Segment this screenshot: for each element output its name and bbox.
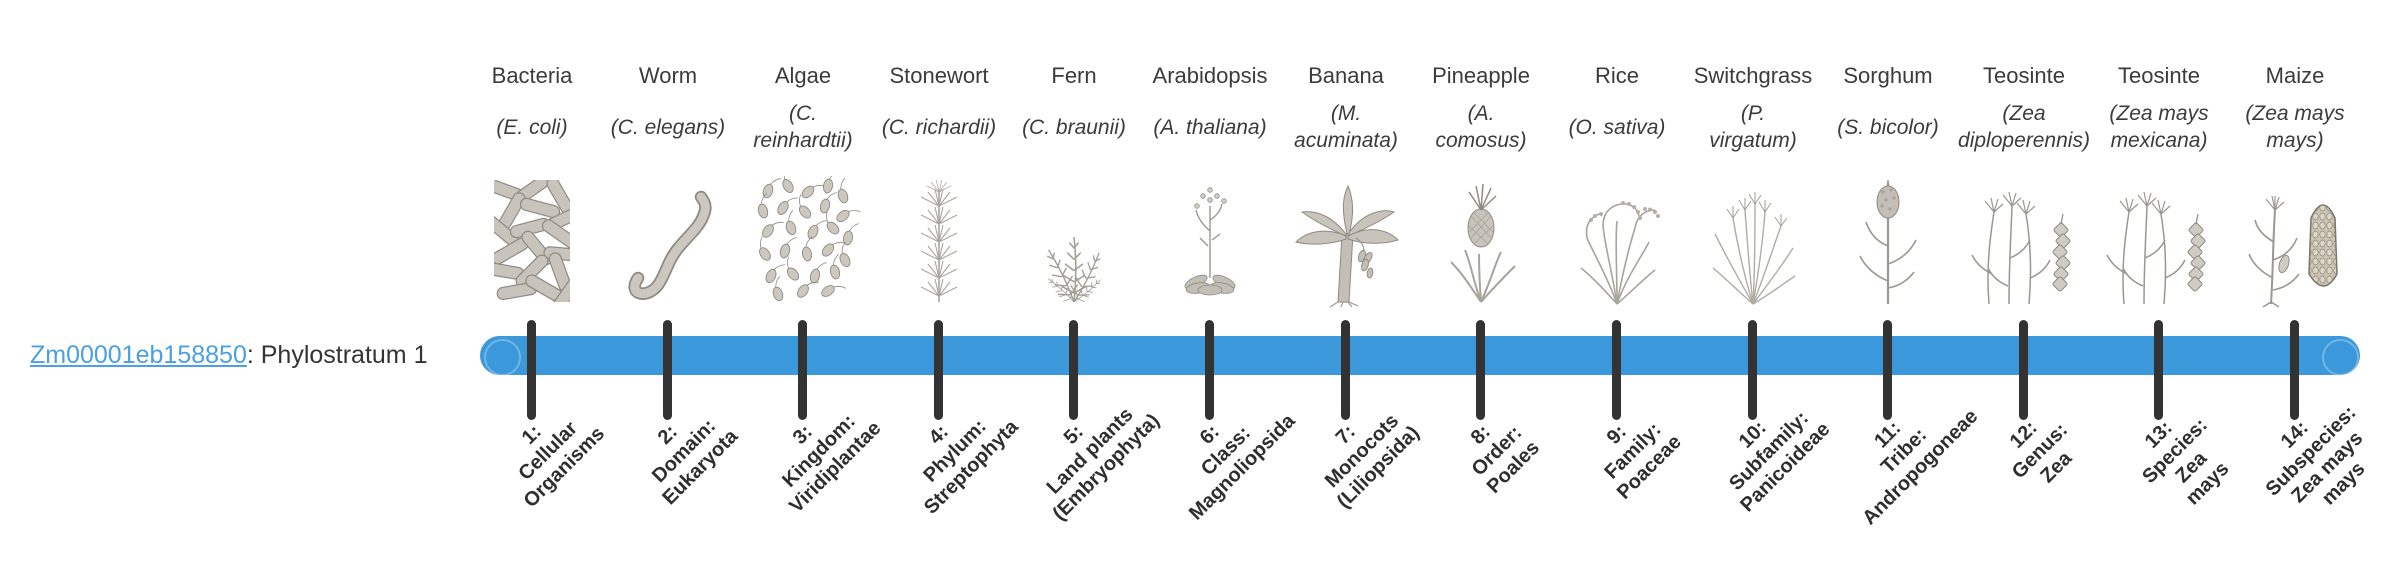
organism-scientific-name: (O. sativa) — [1568, 115, 1666, 139]
organism-scientific-name: (C. braunii) — [1022, 115, 1126, 139]
stratum-tick-label: 6: Class: Magnoliopsida — [1185, 410, 1300, 525]
tick-13 — [2154, 320, 2163, 420]
column-header: Pineapple (A. comosus) — [1401, 62, 1561, 156]
organism-scientific-name: (C. elegans) — [610, 115, 726, 139]
stratum-tick-label: 9: Family: Poaceae — [1600, 418, 1686, 504]
stonewort-icon — [920, 179, 958, 302]
organism-scientific-name: (Zea mays mays) — [2245, 102, 2345, 152]
banana-icon — [1295, 184, 1399, 308]
rice-icon — [1580, 201, 1660, 305]
stratum-tick-label: 14: Subspecies: Zea mays mays — [2261, 401, 2370, 510]
tick-2 — [663, 320, 672, 420]
organism-common-name: Banana — [1308, 63, 1384, 88]
column-header: Bacteria (E. coli) — [452, 62, 612, 156]
organism-scientific-name: (S. bicolor) — [1837, 115, 1939, 139]
tick-9 — [1612, 320, 1621, 420]
organism-scientific-name: (A. comosus) — [1435, 102, 1527, 152]
fern-icon — [1037, 236, 1109, 308]
stratum-tick-label: 2: Domain: Eukaryota — [647, 414, 743, 510]
column-header: Stonewort (C. richardii) — [859, 62, 1019, 156]
organism-common-name: Switchgrass — [1693, 63, 1813, 88]
stratum-tick-label: 1: Cellular Organisms — [514, 417, 610, 513]
pineapple-icon — [1450, 183, 1516, 303]
organism-common-name: Maize — [2265, 63, 2325, 88]
organism-scientific-name: (P. virgatum) — [1709, 102, 1797, 152]
column-header: Switchgrass (P. virgatum) — [1673, 62, 1833, 156]
bar-left-cap-arc — [484, 339, 521, 376]
teosinte-mexicana-icon — [2099, 176, 2219, 308]
tick-5 — [1069, 320, 1078, 420]
tick-10 — [1748, 320, 1757, 420]
bar-right-cap-arc — [2322, 339, 2359, 376]
column-header: Maize (Zea mays mays) — [2215, 62, 2375, 156]
caption-suffix: : Phylostratum 1 — [246, 341, 428, 369]
tick-12 — [2019, 320, 2028, 420]
tick-8 — [1476, 320, 1485, 420]
column-header: Rice (O. sativa) — [1537, 62, 1697, 156]
organism-common-name: Rice — [1594, 63, 1639, 88]
tick-7 — [1341, 320, 1350, 420]
organism-scientific-name: (Zea diploperennis) — [1958, 102, 2090, 152]
algae-icon — [751, 176, 861, 303]
organism-common-name: Teosinte — [2118, 63, 2200, 88]
organism-scientific-name: (C. reinhardtii) — [753, 102, 853, 152]
column-header: Sorghum (S. bicolor) — [1808, 62, 1968, 156]
column-header: Teosinte (Zea diploperennis) — [1944, 62, 2104, 156]
tick-4 — [934, 320, 943, 420]
tick-6 — [1205, 320, 1214, 420]
sorghum-icon — [1859, 180, 1917, 304]
organism-common-name: Bacteria — [491, 63, 573, 88]
gene-caption: Zm00001eb158850: Phylostratum 1 — [30, 341, 428, 370]
timeline-bar — [480, 336, 2360, 375]
stratum-tick-label: 12: Genus: Zea — [2005, 416, 2077, 488]
organism-common-name: Algae — [774, 63, 832, 88]
column-header: Arabidopsis (A. thaliana) — [1130, 62, 1290, 156]
organism-common-name: Pineapple — [1432, 63, 1530, 88]
organism-common-name: Stonewort — [889, 63, 989, 88]
organism-common-name: Worm — [638, 63, 698, 88]
switchgrass-icon — [1712, 192, 1796, 305]
tick-3 — [798, 320, 807, 420]
stratum-tick-label: 7: Monocots (Liliopsida) — [1320, 409, 1424, 513]
organism-scientific-name: (C. richardii) — [881, 115, 997, 139]
organism-common-name: Fern — [1051, 63, 1097, 88]
tick-1 — [527, 320, 536, 420]
organism-scientific-name: (Zea mays mexicana) — [2109, 102, 2209, 152]
column-header: Worm (C. elegans) — [588, 62, 748, 156]
tick-14 — [2290, 320, 2299, 420]
column-header: Teosinte (Zea mays mexicana) — [2079, 62, 2239, 156]
teosinte-diploperennis-icon — [1964, 176, 2084, 308]
organism-scientific-name: (A. thaliana) — [1153, 115, 1267, 139]
stratum-tick-label: 5: Land plants (Embryophyta) — [1042, 403, 1164, 525]
column-header: Algae (C. reinhardtii) — [723, 62, 883, 156]
tick-11 — [1883, 320, 1892, 420]
stratum-tick-label: 10: Subfamily: Panicoideae — [1725, 407, 1835, 517]
maize-icon — [2248, 195, 2338, 308]
column-header: Fern (C. braunii) — [994, 62, 1154, 156]
stratum-tick-label: 4: Phylum: Streptophyta — [919, 415, 1023, 519]
gene-link[interactable]: Zm00001eb158850 — [30, 341, 247, 369]
stratum-tick-label: 13: Species: Zea mays — [2138, 414, 2234, 510]
stratum-tick-label: 11: Tribe: Andropogoneae — [1858, 405, 1983, 530]
arabidopsis-icon — [1184, 187, 1236, 296]
organism-common-name: Teosinte — [1983, 63, 2065, 88]
column-header: Banana (M. acuminata) — [1266, 62, 1426, 156]
organism-common-name: Sorghum — [1843, 63, 1933, 88]
organism-scientific-name: (E. coli) — [496, 115, 568, 139]
organism-scientific-name: (M. acuminata) — [1294, 102, 1398, 152]
stratum-tick-label: 8: Order: Poales — [1466, 420, 1544, 498]
organism-common-name: Arabidopsis — [1152, 63, 1268, 88]
bacteria-icon — [494, 180, 570, 302]
stratum-tick-label: 3: Kingdom: Viridiplantae — [778, 410, 886, 518]
worm-icon — [628, 190, 712, 300]
